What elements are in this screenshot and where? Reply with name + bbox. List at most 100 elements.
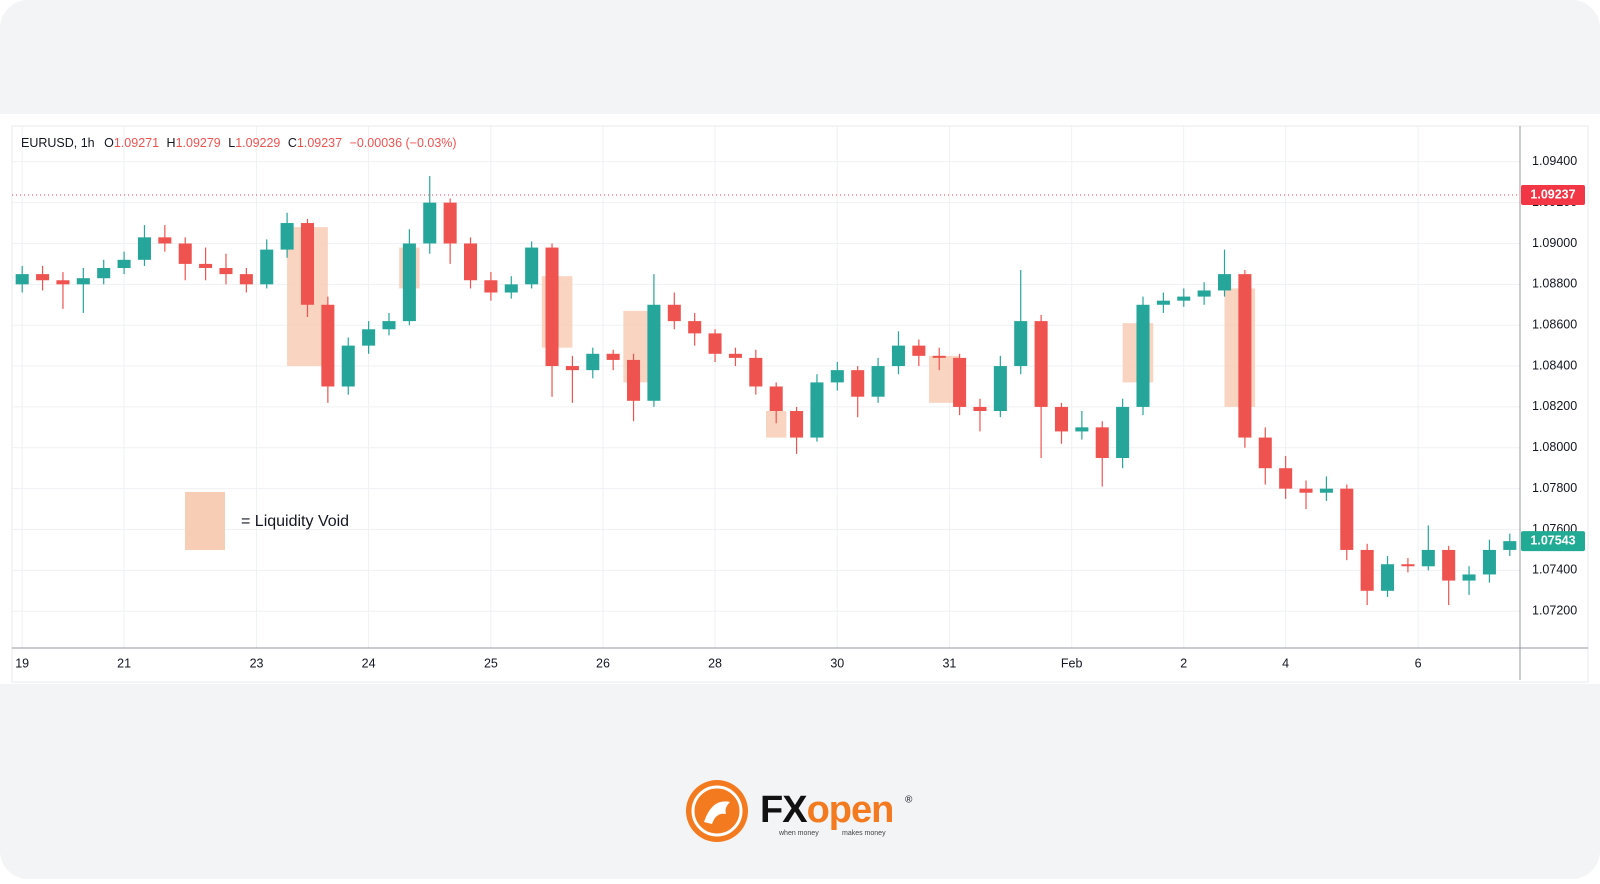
high-value: 1.09279 [176, 136, 221, 150]
candle-body [586, 353, 600, 371]
y-tick-label: 1.08000 [1532, 440, 1577, 454]
candle-body [117, 259, 131, 268]
low-value: 1.09229 [235, 136, 280, 150]
candle-body [769, 386, 783, 412]
candle-body [15, 274, 29, 285]
candle-body [1340, 488, 1354, 550]
y-tick-label: 1.07800 [1532, 481, 1577, 495]
candle-body [1238, 274, 1252, 438]
candle-body [484, 280, 498, 293]
plot: 1.072001.074001.076001.078001.080001.082… [12, 126, 1588, 680]
candle-body [973, 406, 987, 412]
candle-body [463, 243, 478, 281]
x-tick-label: 21 [117, 656, 131, 670]
l-label: L [228, 136, 235, 150]
candle-body [993, 366, 1007, 412]
logo-tagline-a: when money [778, 830, 819, 837]
logo-brand-b: open [807, 789, 894, 831]
candle-body [1217, 274, 1232, 291]
candle-body [321, 304, 335, 387]
x-tick-label: 30 [830, 656, 844, 670]
candle-body [239, 274, 253, 285]
candle-body [1136, 304, 1150, 407]
candle-body [688, 321, 702, 334]
logo-emblem-ring [691, 785, 743, 837]
logo-brand-a: FX [760, 789, 808, 831]
candle-body [1075, 427, 1089, 432]
candle-body [545, 247, 559, 367]
candle-body [219, 267, 233, 275]
logo-tagline-b: makes money [842, 830, 886, 837]
candle-body [280, 223, 294, 250]
candle-body [1177, 296, 1191, 301]
candle-body [158, 237, 172, 244]
candle-body [300, 223, 315, 305]
candle-body [1503, 541, 1517, 550]
candle-body [137, 237, 151, 260]
x-tick-label: 31 [942, 656, 956, 670]
candle-body [1299, 488, 1313, 493]
candle-body [178, 243, 192, 264]
candle-body [932, 355, 946, 358]
x-tick-label: 4 [1282, 656, 1289, 670]
price-tag-label: 1.09237 [1530, 187, 1575, 201]
candle-body [1319, 488, 1333, 493]
candle-body [1401, 564, 1415, 567]
candle-body [382, 321, 396, 330]
candle-body [362, 329, 376, 346]
x-tick-label: 28 [708, 656, 722, 670]
y-tick-label: 1.07400 [1532, 563, 1577, 577]
candle-body [667, 304, 681, 322]
candle-body [810, 382, 824, 438]
candle-body [627, 359, 641, 401]
chart-panel [0, 114, 1600, 684]
x-tick-label: 6 [1415, 656, 1422, 670]
candle-body [912, 345, 926, 356]
candle-body [56, 280, 70, 285]
candle-body [402, 243, 416, 322]
candle-body [443, 202, 457, 244]
logo-emblem-shape [704, 801, 730, 824]
h-label: H [167, 136, 176, 150]
candle-body [1034, 321, 1048, 407]
candle-body [647, 304, 661, 401]
y-tick-label: 1.09400 [1532, 154, 1577, 168]
candle-body [341, 345, 355, 387]
candle-body [504, 284, 518, 293]
candle-body [1279, 468, 1293, 489]
logo-mark: ® [905, 795, 913, 806]
candle-body [1095, 427, 1109, 458]
candle-body [728, 353, 742, 358]
logo: FXopen ® when money makes money [686, 780, 913, 842]
chart-header: EURUSD, 1h O1.09271 H1.09279 L1.09229 C1… [21, 136, 457, 150]
liquidity-void [766, 411, 787, 438]
logo-text: FXopen [760, 789, 893, 831]
candle-body [1421, 549, 1435, 567]
x-tick-label: 19 [15, 656, 29, 670]
candle-body [1054, 406, 1069, 432]
candle-body [1360, 549, 1374, 591]
x-tick-label: 2 [1180, 656, 1187, 670]
y-tick-label: 1.08200 [1532, 399, 1577, 413]
y-tick-label: 1.07200 [1532, 604, 1577, 618]
candle-body [76, 278, 90, 285]
x-tick-label: 25 [484, 656, 498, 670]
candle-body [1258, 437, 1272, 469]
close-value: 1.09237 [297, 136, 342, 150]
y-tick-label: 1.09000 [1532, 236, 1577, 250]
chart-frame [11, 125, 1589, 683]
candle-body [953, 357, 967, 407]
x-tick-label: 23 [250, 656, 264, 670]
candle-body [871, 366, 885, 397]
x-tick-label: Feb [1061, 656, 1083, 670]
y-tick-label: 1.08400 [1532, 358, 1577, 372]
legend-swatch [185, 492, 225, 550]
candle-body [36, 274, 50, 281]
x-tick-label: 26 [596, 656, 610, 670]
y-tick-label: 1.08800 [1532, 277, 1577, 291]
price-tag-label: 1.07543 [1530, 533, 1575, 547]
o-label: O [104, 136, 114, 150]
candle-body [199, 263, 213, 268]
candle-body [1381, 564, 1395, 591]
